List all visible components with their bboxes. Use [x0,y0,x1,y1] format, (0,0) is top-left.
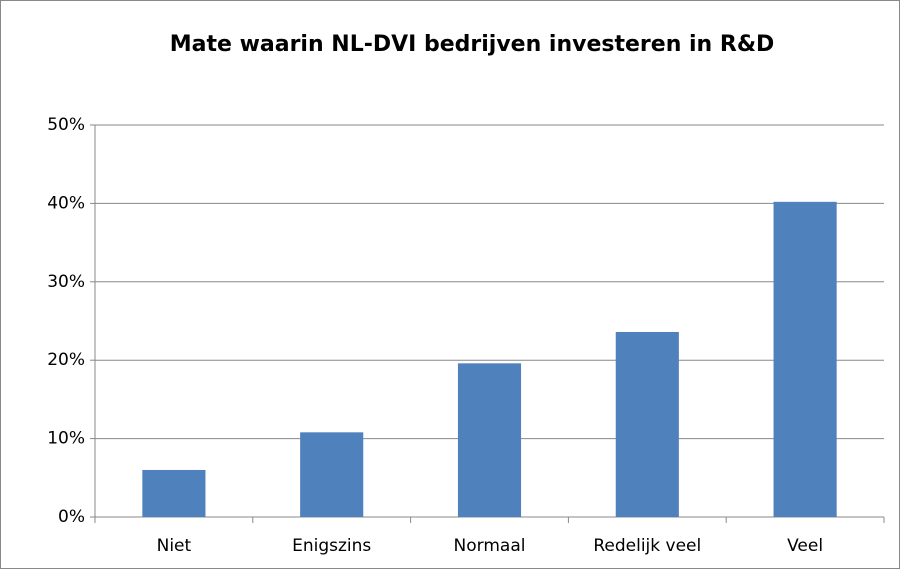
x-tick-label: Veel [787,536,823,556]
x-tick-label: Redelijk veel [593,536,701,556]
y-tick-label: 0% [58,507,85,527]
chart-title: Mate waarin NL-DVI bedrijven investeren … [169,32,775,57]
x-tick-label: Enigszins [292,536,371,556]
y-tick-label: 30% [47,272,85,292]
bar [615,331,679,517]
bar [300,432,364,517]
y-tick-label: 10% [47,429,85,449]
x-tick-label: Normaal [454,536,526,556]
y-tick-label: 20% [47,350,85,370]
x-tick-label: Niet [157,536,192,556]
bar [773,201,837,517]
y-tick-label: 40% [47,193,85,213]
bar [142,469,206,517]
bar [457,363,522,517]
y-tick-label: 50% [47,115,85,135]
